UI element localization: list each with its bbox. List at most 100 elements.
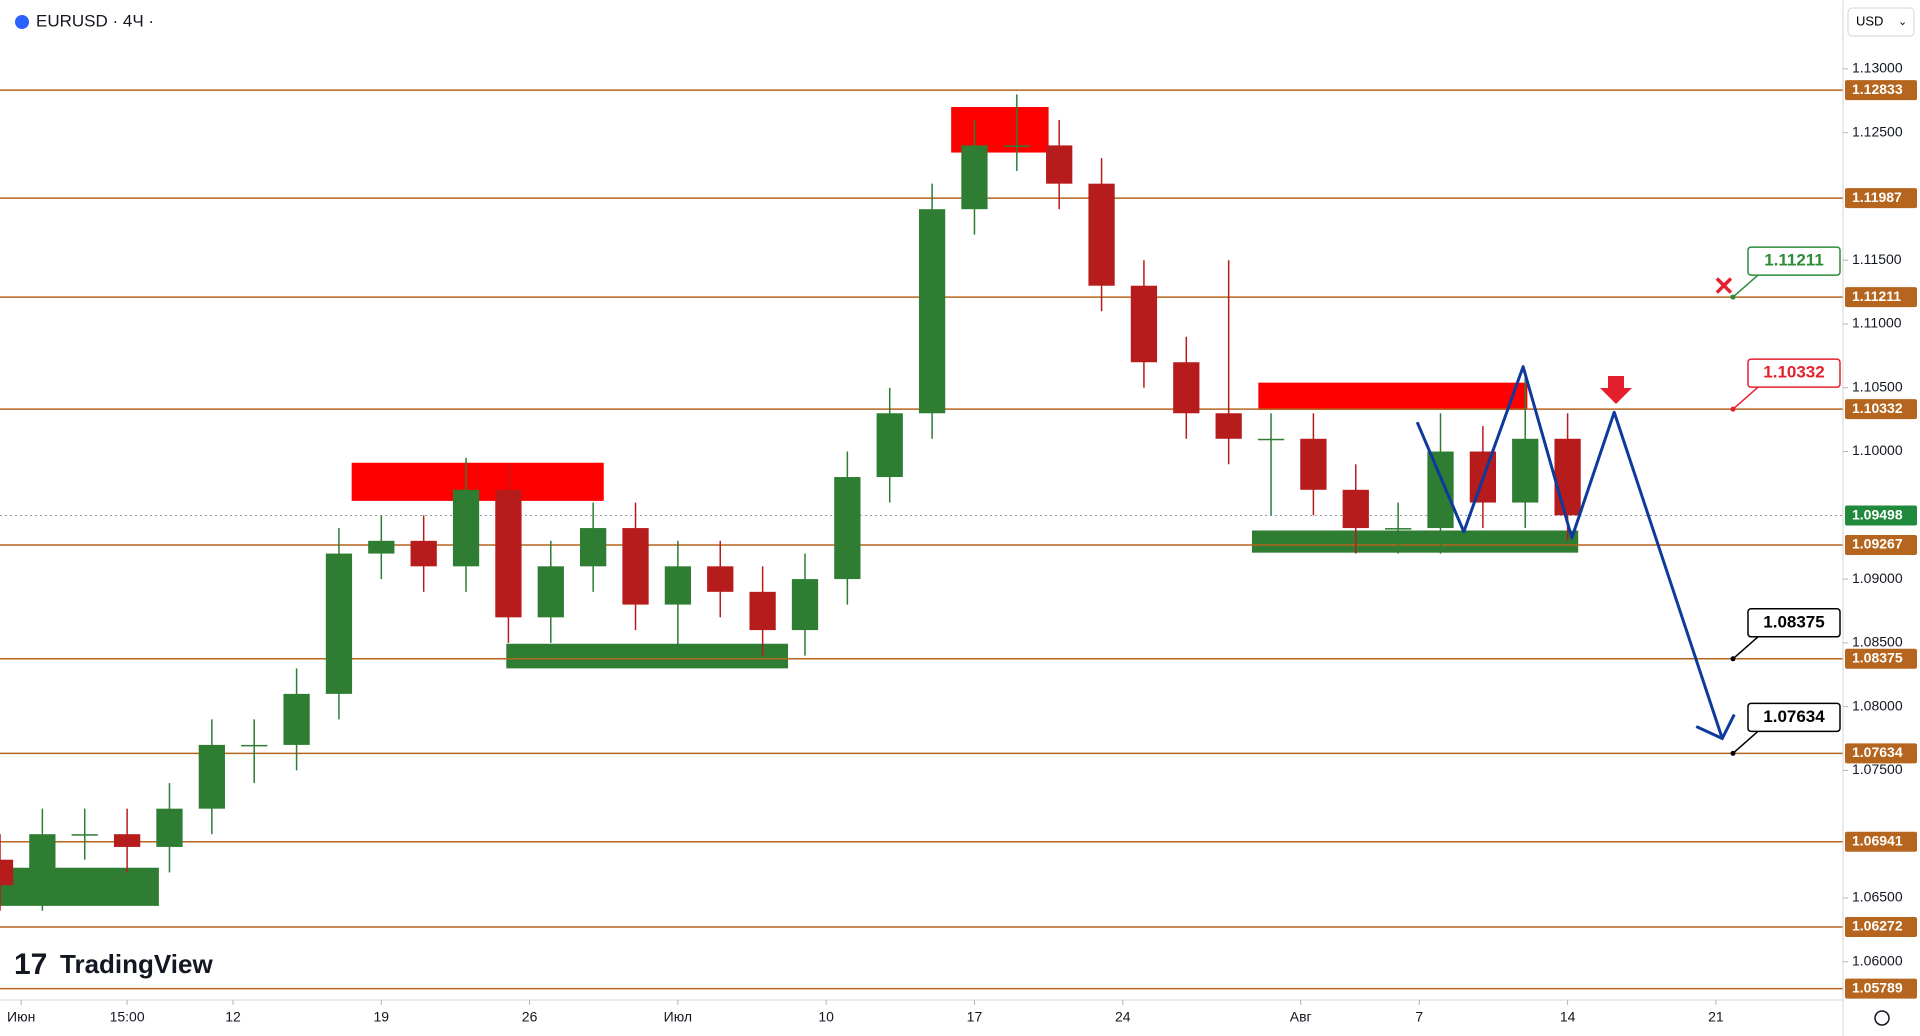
x-tick-label: 24: [1115, 1009, 1131, 1025]
currency-label[interactable]: USD: [1856, 13, 1883, 28]
candle-body: [113, 834, 141, 847]
candle-body: [791, 579, 819, 631]
zone: [951, 107, 1049, 153]
callout-label: 1.08375: [1763, 612, 1824, 631]
level-label-bg: [1845, 399, 1917, 420]
zone: [506, 643, 789, 669]
x-tick-label: 26: [522, 1009, 538, 1025]
currency-caret: ⌄: [1898, 16, 1907, 28]
callout-pointer: [1732, 636, 1759, 660]
callout-box: [1747, 608, 1841, 638]
symbol-title[interactable]: EURUSD · 4Ч ·: [36, 11, 154, 30]
candle-body: [1427, 451, 1454, 529]
cancel-mark: ✕: [1713, 271, 1735, 301]
level-label: 1.09267: [1852, 536, 1903, 552]
current-price-label: 1.09498: [1852, 506, 1903, 522]
candle-body: [918, 209, 946, 414]
level-label-bg: [1845, 648, 1917, 669]
level-label-bg: [1845, 743, 1917, 764]
level-label: 1.11987: [1852, 189, 1902, 205]
logo-mark: 17: [14, 948, 47, 981]
x-tick-label: 10: [818, 1009, 834, 1025]
symbol-icon: [15, 15, 29, 29]
level-label-bg: [1845, 80, 1917, 101]
callout-label: 1.07634: [1763, 707, 1825, 726]
candle-body: [1173, 362, 1200, 414]
y-tick-label: 1.08000: [1852, 697, 1903, 713]
y-tick-label: 1.06000: [1852, 952, 1903, 968]
callout-pointer: [1732, 730, 1759, 754]
zone: [0, 867, 159, 906]
y-tick-label: 1.07500: [1852, 761, 1903, 777]
y-tick-label: 1.11000: [1852, 315, 1902, 331]
candle-body: [1088, 183, 1115, 286]
candle-body: [1130, 285, 1158, 363]
candle-body: [368, 540, 395, 554]
candle-body: [664, 566, 692, 605]
x-tick-label: Авг: [1290, 1009, 1312, 1025]
candle-body: [495, 489, 522, 618]
zone: [1258, 382, 1528, 410]
level-label: 1.06941: [1852, 832, 1903, 848]
level-label: 1.11211: [1852, 288, 1901, 304]
callout-pointer: [1732, 274, 1759, 298]
x-tick-label: 21: [1708, 1009, 1724, 1025]
level-label: 1.05789: [1852, 979, 1903, 995]
candle-body: [0, 859, 14, 886]
level-label: 1.12833: [1852, 81, 1903, 97]
candle-body: [537, 566, 564, 618]
x-tick-label: 7: [1415, 1009, 1423, 1025]
candle-body: [1003, 145, 1030, 147]
level-label-bg: [1845, 978, 1917, 999]
candle-body: [1257, 438, 1285, 441]
callout-box: [1747, 358, 1841, 388]
candle-body: [1385, 528, 1412, 530]
x-tick-label: Июн: [7, 1009, 35, 1025]
y-tick-label: 1.10500: [1852, 378, 1903, 394]
projection-arrowhead: [1695, 713, 1736, 741]
x-tick-label: 19: [374, 1009, 390, 1025]
logo-text: TradingView: [60, 949, 213, 979]
y-tick-label: 1.13000: [1852, 60, 1903, 76]
x-tick-label: 17: [967, 1009, 983, 1025]
candle-body: [156, 808, 183, 847]
candle-body: [1512, 438, 1539, 503]
level-label-bg: [1845, 831, 1917, 852]
candle-body: [961, 145, 988, 210]
candle-body: [241, 744, 268, 747]
level-label: 1.10332: [1852, 400, 1903, 416]
down-arrow-icon: [1600, 376, 1632, 404]
candle-body: [1046, 145, 1073, 184]
candle-body: [1554, 438, 1581, 516]
current-price-bg: [1845, 505, 1917, 526]
level-label-bg: [1845, 188, 1917, 209]
callout-label: 1.10332: [1763, 363, 1824, 382]
level-label-bg: [1845, 535, 1917, 556]
plot: [0, 89, 1843, 990]
projection-path: [1415, 365, 1724, 739]
currency-button[interactable]: [1847, 7, 1915, 37]
level-label: 1.08375: [1852, 650, 1903, 666]
candle-body: [283, 693, 310, 745]
settings-icon[interactable]: [1874, 1010, 1890, 1026]
candle-body: [876, 413, 903, 478]
candle-body: [410, 540, 437, 567]
candle-body: [580, 528, 607, 567]
x-tick-label: 15:00: [110, 1009, 145, 1025]
y-tick-label: 1.08500: [1852, 634, 1903, 650]
level-label: 1.06272: [1852, 918, 1903, 934]
candle-body: [325, 553, 353, 694]
callout-pointer: [1732, 386, 1759, 410]
x-tick-label: Июл: [664, 1009, 692, 1025]
candle-body: [622, 528, 649, 605]
y-tick-label: 1.11500: [1852, 251, 1902, 267]
candle-body: [29, 834, 56, 886]
y-tick-label: 1.10000: [1852, 442, 1903, 458]
callout-box: [1747, 702, 1841, 733]
x-tick-label: 12: [225, 1009, 241, 1025]
level-label: 1.07634: [1852, 744, 1903, 760]
callout-box: [1747, 246, 1841, 276]
